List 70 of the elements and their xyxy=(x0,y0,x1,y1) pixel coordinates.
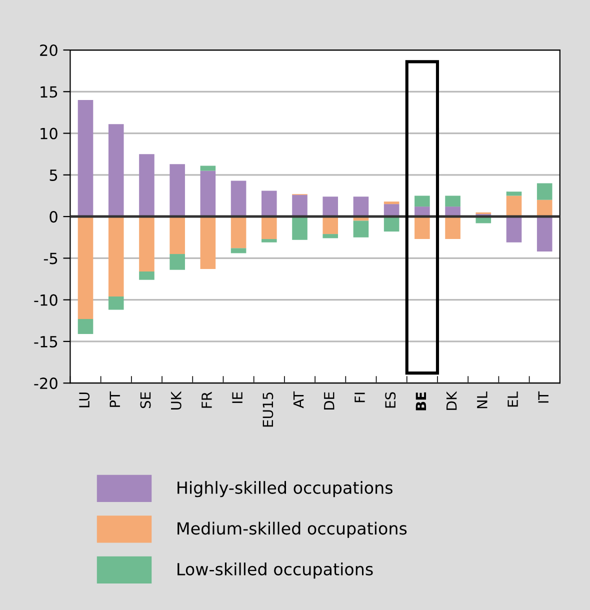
legend-label: Low-skilled occupations xyxy=(178,562,373,579)
bar xyxy=(445,206,460,217)
bar xyxy=(322,234,338,238)
bar xyxy=(78,100,94,217)
x-tick-label: ES xyxy=(385,392,396,408)
bar xyxy=(262,216,277,240)
x-tick-label: LU xyxy=(79,392,90,408)
x-tick-label: UK xyxy=(171,391,182,410)
bar xyxy=(353,196,369,217)
bar xyxy=(170,216,185,254)
bar xyxy=(200,216,216,270)
bar xyxy=(230,216,246,248)
x-tick-label: EU15 xyxy=(262,392,274,427)
y-tick-label: -5 xyxy=(44,252,58,264)
x-tick-label: BE xyxy=(416,392,426,410)
bar xyxy=(200,166,216,171)
y-tick-label: -15 xyxy=(34,336,58,348)
bar xyxy=(230,248,246,254)
bar xyxy=(445,216,460,240)
bar xyxy=(384,202,400,204)
x-tick-label: AT xyxy=(293,391,304,408)
bar xyxy=(139,272,154,280)
bar xyxy=(108,296,124,310)
bar xyxy=(139,154,154,217)
bar xyxy=(536,216,552,252)
bar xyxy=(108,124,124,217)
x-tick-label: IE xyxy=(232,392,242,403)
y-tick-label: 20 xyxy=(40,44,58,56)
bar xyxy=(322,216,338,234)
bar xyxy=(108,216,124,296)
bar xyxy=(230,180,246,217)
y-tick-label: 5 xyxy=(50,170,58,181)
bar xyxy=(292,194,308,217)
bar xyxy=(322,196,338,217)
bar xyxy=(384,204,400,217)
bar xyxy=(78,318,94,334)
bar xyxy=(536,183,552,200)
x-tick-label: NL xyxy=(477,391,488,408)
y-tick-label: 0 xyxy=(50,211,58,223)
y-tick-label: 10 xyxy=(40,128,58,140)
x-tick-label: SE xyxy=(140,392,151,408)
x-tick-label: PT xyxy=(110,391,120,407)
bar xyxy=(445,196,460,207)
bar xyxy=(506,192,522,196)
legend-label: Highly-skilled occupations xyxy=(178,481,392,498)
bar xyxy=(506,216,522,242)
x-tick-label: EL xyxy=(508,391,518,407)
y-tick-label: -20 xyxy=(34,378,58,390)
bar xyxy=(170,254,185,270)
bar xyxy=(536,200,552,217)
bar xyxy=(292,216,308,240)
bar xyxy=(414,216,430,240)
legend-label: Medium-skilled occupations xyxy=(178,522,407,538)
bar xyxy=(170,164,185,217)
bar xyxy=(262,190,277,217)
x-tick-label: DE xyxy=(324,392,334,410)
x-tick-label: IT xyxy=(538,391,548,403)
bar xyxy=(506,196,522,217)
bar xyxy=(414,206,430,217)
y-tick-label: -10 xyxy=(34,294,58,306)
x-tick-label: FR xyxy=(202,392,212,408)
bar xyxy=(78,216,94,319)
bar xyxy=(414,196,430,207)
bar xyxy=(200,170,216,217)
bar xyxy=(353,220,369,238)
bar xyxy=(139,216,154,272)
x-tick-label: FI xyxy=(354,392,365,402)
bar xyxy=(262,239,277,242)
x-tick-label: DK xyxy=(446,391,457,410)
y-tick-label: 15 xyxy=(40,86,58,98)
